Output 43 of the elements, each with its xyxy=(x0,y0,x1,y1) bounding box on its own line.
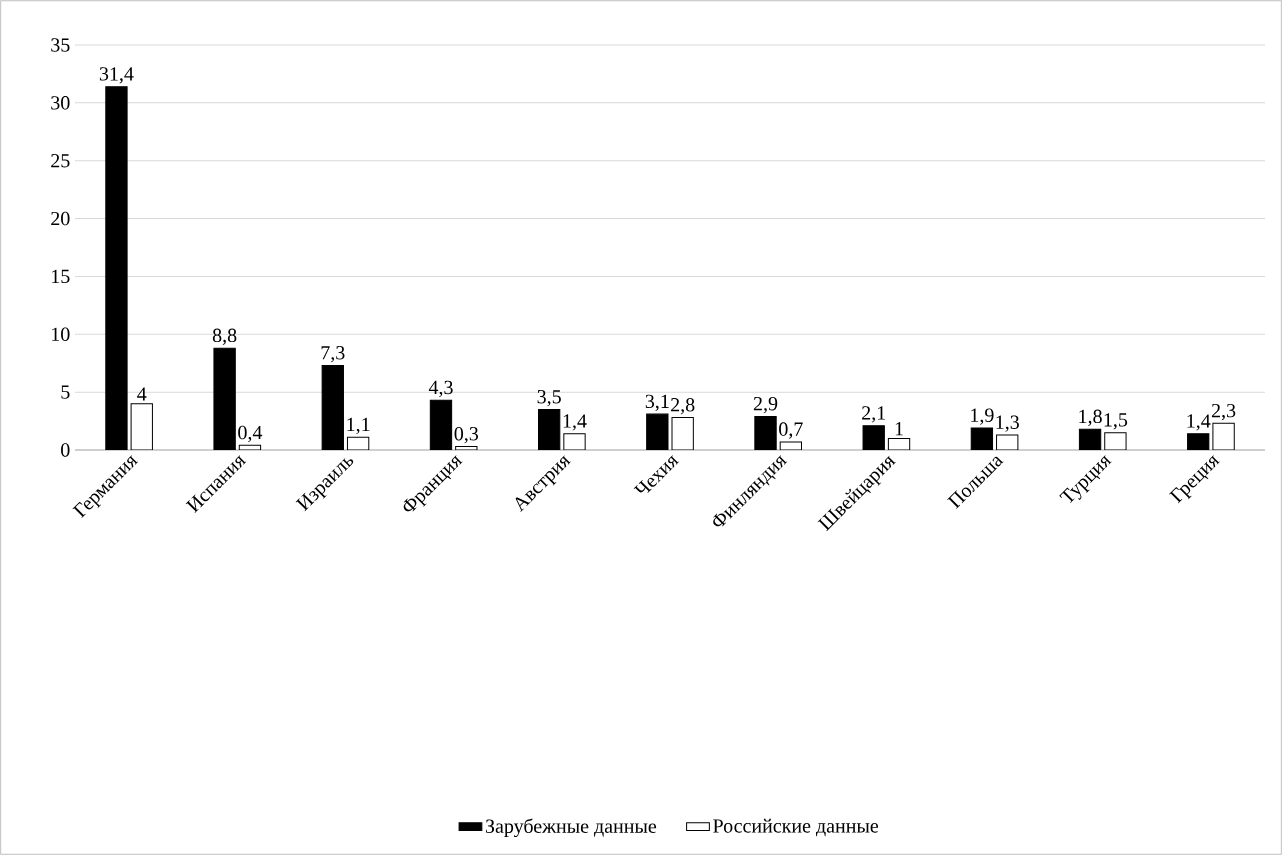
data-label: 31,4 xyxy=(99,67,134,84)
bar xyxy=(779,441,803,450)
y-tick-label: 0 xyxy=(61,443,70,457)
bar xyxy=(996,434,1019,450)
data-label: 1,4 xyxy=(563,414,587,431)
data-label: 3,5 xyxy=(537,390,561,407)
y-tick-label: 35 xyxy=(51,38,70,52)
bar xyxy=(346,436,370,450)
bar xyxy=(238,444,262,450)
y-tick-label: 10 xyxy=(52,327,70,342)
data-label: 0,7 xyxy=(779,422,803,439)
data-label: 2,1 xyxy=(862,406,886,423)
bar xyxy=(130,403,153,450)
data-label: 1 xyxy=(895,422,903,436)
data-label: 4 xyxy=(137,387,147,401)
data-label: 2,8 xyxy=(671,398,695,415)
bar xyxy=(1212,422,1235,450)
legend-label: Российские данные xyxy=(713,818,879,837)
data-label: 1,8 xyxy=(1079,409,1102,426)
data-label: 2,3 xyxy=(1211,403,1236,421)
data-label: 0,4 xyxy=(238,425,263,443)
y-tick-label: 20 xyxy=(51,211,70,226)
y-tick-label: 15 xyxy=(52,269,70,284)
bar xyxy=(455,446,478,450)
data-label: 0,3 xyxy=(454,426,479,444)
data-label: 3,1 xyxy=(645,394,669,411)
y-tick-label: 25 xyxy=(51,153,70,168)
data-label: 7,3 xyxy=(321,346,345,363)
legend-label: Зарубежные данные xyxy=(485,818,657,838)
data-label: 8,8 xyxy=(212,328,237,345)
data-label: 4,3 xyxy=(428,380,453,398)
data-label: 2,9 xyxy=(753,396,778,414)
bar xyxy=(887,437,911,450)
data-label: 1,9 xyxy=(971,408,994,425)
data-label: 1,5 xyxy=(1104,413,1128,430)
data-label: 1,3 xyxy=(996,415,1019,432)
bar xyxy=(563,433,586,450)
y-tick-label: 30 xyxy=(51,96,70,110)
bar xyxy=(671,417,694,450)
bar xyxy=(1104,432,1127,450)
data-label: 1,1 xyxy=(347,417,370,435)
y-tick-label: 5 xyxy=(61,385,70,399)
data-label: 1,4 xyxy=(1187,414,1211,431)
